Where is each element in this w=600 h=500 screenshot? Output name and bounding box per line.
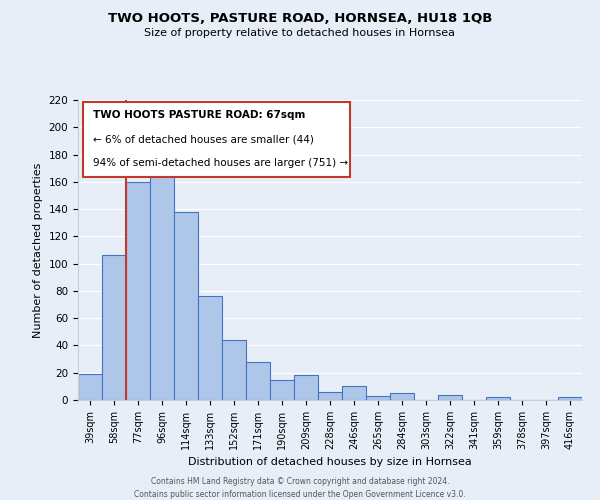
Text: Contains public sector information licensed under the Open Government Licence v3: Contains public sector information licen… bbox=[134, 490, 466, 499]
Bar bbox=[78, 374, 102, 400]
Text: TWO HOOTS PASTURE ROAD: 67sqm: TWO HOOTS PASTURE ROAD: 67sqm bbox=[93, 110, 305, 120]
Bar bbox=[318, 392, 342, 400]
Bar bbox=[102, 256, 126, 400]
Bar bbox=[174, 212, 198, 400]
Text: Size of property relative to detached houses in Hornsea: Size of property relative to detached ho… bbox=[145, 28, 455, 38]
FancyBboxPatch shape bbox=[83, 102, 350, 176]
Bar bbox=[558, 398, 582, 400]
X-axis label: Distribution of detached houses by size in Hornsea: Distribution of detached houses by size … bbox=[188, 458, 472, 468]
Bar bbox=[150, 162, 174, 400]
Bar bbox=[222, 340, 246, 400]
Bar bbox=[366, 396, 390, 400]
Text: Contains HM Land Registry data © Crown copyright and database right 2024.: Contains HM Land Registry data © Crown c… bbox=[151, 478, 449, 486]
Text: ← 6% of detached houses are smaller (44): ← 6% of detached houses are smaller (44) bbox=[93, 134, 314, 144]
Bar bbox=[246, 362, 270, 400]
Bar bbox=[390, 393, 414, 400]
Text: TWO HOOTS, PASTURE ROAD, HORNSEA, HU18 1QB: TWO HOOTS, PASTURE ROAD, HORNSEA, HU18 1… bbox=[108, 12, 492, 26]
Bar bbox=[438, 394, 462, 400]
Bar bbox=[198, 296, 222, 400]
Bar bbox=[294, 376, 318, 400]
Bar bbox=[126, 182, 150, 400]
Bar bbox=[270, 380, 294, 400]
Y-axis label: Number of detached properties: Number of detached properties bbox=[33, 162, 43, 338]
Text: 94% of semi-detached houses are larger (751) →: 94% of semi-detached houses are larger (… bbox=[93, 158, 348, 168]
Bar bbox=[342, 386, 366, 400]
Bar bbox=[486, 398, 510, 400]
